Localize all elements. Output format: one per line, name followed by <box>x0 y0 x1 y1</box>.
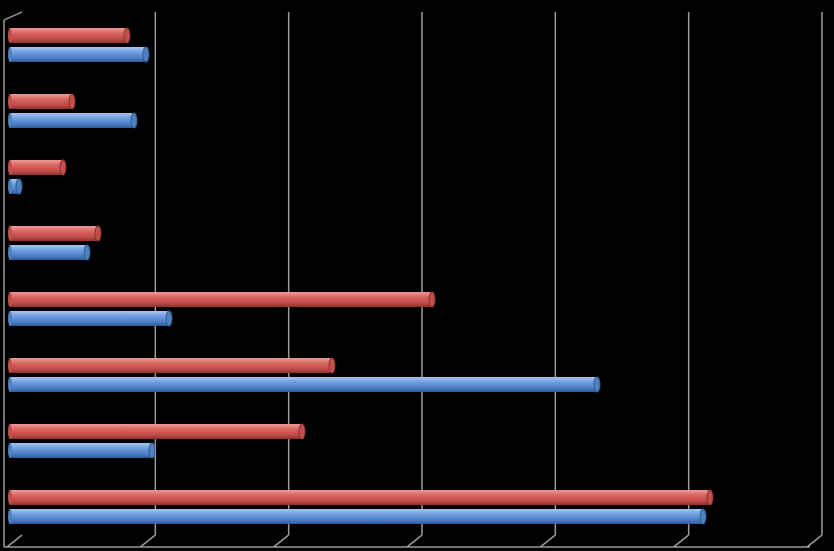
floor-gridline-5 <box>673 534 690 548</box>
bar-blue-7 <box>8 442 156 459</box>
grid <box>3 11 823 548</box>
bar-end-cap <box>165 310 173 327</box>
bar-blue-6 <box>8 376 601 393</box>
bar-start-cap <box>8 443 12 458</box>
bar-start-cap <box>8 113 12 128</box>
floor-gridline-2 <box>273 534 290 548</box>
bar-body <box>10 292 432 307</box>
bar-body <box>10 28 127 43</box>
bar-body <box>10 509 703 524</box>
bar-red-6 <box>8 357 336 374</box>
bar-start-cap <box>8 28 12 43</box>
bar-end-cap <box>699 508 707 525</box>
floor-gridline-3 <box>406 534 423 548</box>
bar-blue-4 <box>8 244 91 261</box>
bar-red-8 <box>8 489 714 506</box>
bar-start-cap <box>8 47 12 62</box>
bar-body <box>10 358 332 373</box>
bar-red-7 <box>8 423 306 440</box>
bar-start-cap <box>8 226 12 241</box>
bar-body <box>10 113 134 128</box>
bar-red-5 <box>8 291 436 308</box>
bar-blue-8 <box>8 508 707 525</box>
bar-body <box>10 490 710 505</box>
bar-end-cap <box>328 357 336 374</box>
bar-body <box>10 377 597 392</box>
bar-body <box>10 424 302 439</box>
bar-start-cap <box>8 311 12 326</box>
bar-start-cap <box>8 179 12 194</box>
bar-blue-3 <box>8 178 23 195</box>
bar-start-cap <box>8 424 12 439</box>
bar-red-2 <box>8 93 76 110</box>
bar-end-cap <box>148 442 156 459</box>
bar-start-cap <box>8 509 12 524</box>
bar-body <box>10 160 63 175</box>
bar-end-cap <box>123 27 131 44</box>
floor-gridline-1 <box>139 534 156 548</box>
bar-body <box>10 311 169 326</box>
bar-body <box>10 226 98 241</box>
bar-body <box>10 245 87 260</box>
bar-start-cap <box>8 292 12 307</box>
bar-end-cap <box>428 291 436 308</box>
bar-body <box>10 179 19 194</box>
bar-start-cap <box>8 245 12 260</box>
bar-blue-5 <box>8 310 173 327</box>
bar-start-cap <box>8 94 12 109</box>
bar-end-cap <box>59 159 67 176</box>
floor-gridline-0 <box>6 534 23 548</box>
bar-end-cap <box>130 112 138 129</box>
floor-gridline-4 <box>539 534 556 548</box>
bar-end-cap <box>142 46 150 63</box>
bar-red-4 <box>8 225 102 242</box>
side-wall-top-edge <box>3 11 23 21</box>
floor-gridline-6 <box>806 534 823 548</box>
bar-end-cap <box>298 423 306 440</box>
bar-red-3 <box>8 159 67 176</box>
bar-end-cap <box>706 489 714 506</box>
bar-body <box>10 47 146 62</box>
bar-blue-1 <box>8 46 150 63</box>
bar-body <box>10 94 72 109</box>
bar-red-1 <box>8 27 131 44</box>
bar-end-cap <box>83 244 91 261</box>
bar-end-cap <box>593 376 601 393</box>
bar-blue-2 <box>8 112 138 129</box>
bar-start-cap <box>8 358 12 373</box>
bar-start-cap <box>8 377 12 392</box>
bar-end-cap <box>68 93 76 110</box>
bar-start-cap <box>8 490 12 505</box>
bars <box>8 27 714 525</box>
bar-end-cap <box>94 225 102 242</box>
bar-body <box>10 443 152 458</box>
bar-start-cap <box>8 160 12 175</box>
bar-end-cap <box>15 178 23 195</box>
